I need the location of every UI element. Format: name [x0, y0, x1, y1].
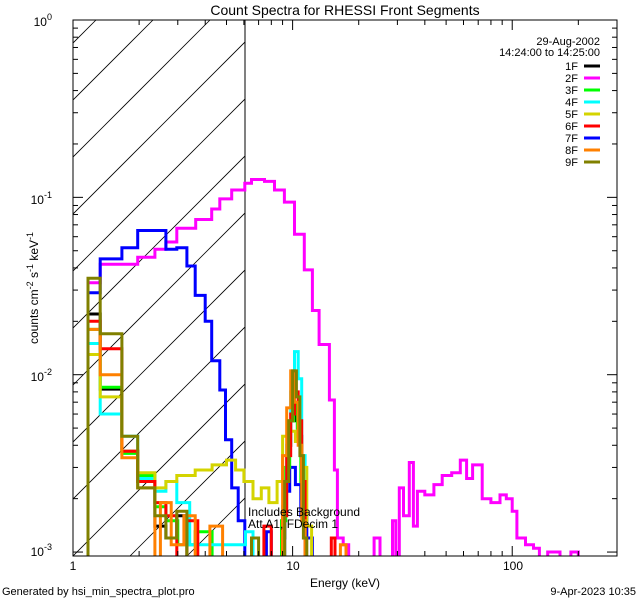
hatch-line: [301, 20, 640, 556]
series-9f: [86, 276, 309, 556]
annotation-background: Includes Background: [248, 505, 360, 519]
x-axis-label: Energy (keV): [310, 576, 380, 590]
legend-label: 2F: [565, 73, 578, 85]
timestamp-footer: 9-Apr-2023 10:35: [550, 586, 636, 598]
legend-label: 9F: [565, 157, 578, 169]
legend-time-range: 14:24:00 to 14:25:00: [499, 47, 600, 59]
hatch-line: [73, 98, 245, 272]
y-tick-label: 10-2: [31, 367, 52, 384]
y-tick-label: 10-1: [31, 190, 52, 207]
hatch-line: [73, 383, 245, 556]
y-axis-label: counts cm-2 s-1 keV-1: [25, 232, 41, 344]
hatch-line: [73, 155, 245, 329]
chart-title: Count Spectra for RHESSI Front Segments: [210, 2, 479, 18]
legend-label: 1F: [565, 61, 578, 73]
generated-by-footer: Generated by hsi_min_spectra_plot.pro: [2, 586, 195, 598]
hatch-line: [73, 20, 97, 44]
hatch-line: [73, 269, 245, 443]
legend-label: 5F: [565, 109, 578, 121]
annotation-attenuator: Att A1, FDecim 1: [248, 517, 338, 531]
hatch-line: [73, 20, 211, 158]
x-tick-label: 10: [286, 559, 300, 573]
y-tick-label: 10-3: [31, 542, 52, 559]
x-tick-label: 1: [70, 559, 77, 573]
legend-label: 4F: [565, 97, 578, 109]
hatch-line: [73, 212, 245, 386]
hatch-line: [129, 440, 245, 556]
series-2f: [86, 178, 580, 556]
hatch-line: [73, 326, 245, 500]
legend-date: 29-Aug-2002: [536, 36, 600, 48]
legend-label: 3F: [565, 85, 578, 97]
legend: 29-Aug-2002 14:24:00 to 14:25:00 1F2F3F4…: [499, 36, 600, 169]
excluded-energy-hatch: [73, 20, 640, 556]
legend-label: 8F: [565, 145, 578, 157]
hatch-line: [73, 41, 245, 215]
y-tick-label: 100: [34, 12, 52, 29]
plot-frame: [72, 19, 618, 557]
hatch-line: [358, 20, 640, 556]
legend-label: 7F: [565, 133, 578, 145]
x-tick-label: 100: [503, 559, 523, 573]
legend-label: 6F: [565, 121, 578, 133]
series-7f: [86, 229, 314, 556]
